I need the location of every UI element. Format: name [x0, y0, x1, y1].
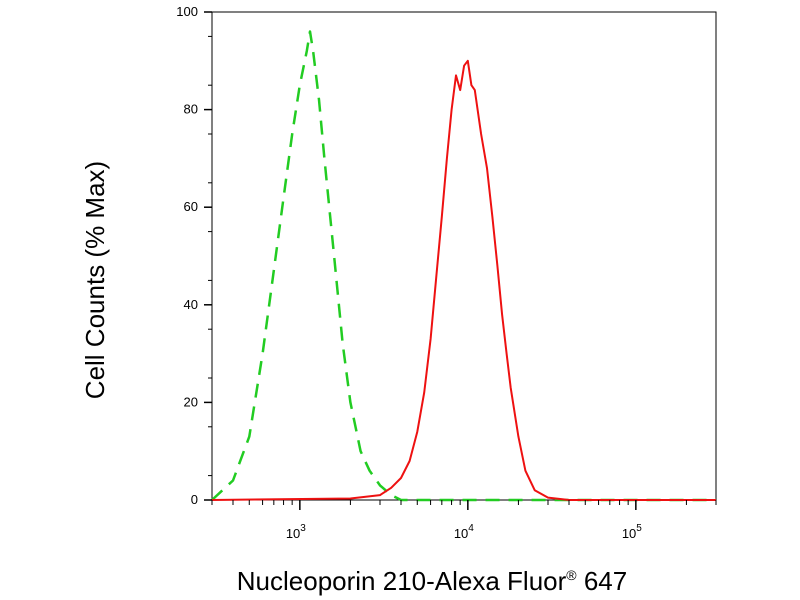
- y-axis-title: Cell Counts (% Max): [80, 161, 110, 399]
- x-tick-label: 105: [622, 523, 642, 541]
- x-axis-title-suffix: 647: [577, 566, 628, 596]
- y-tick-label: 60: [184, 199, 198, 214]
- series-line-0: [211, 30, 716, 502]
- y-tick-label: 20: [184, 394, 198, 409]
- y-tick-label: 100: [176, 4, 198, 19]
- x-axis-title: Nucleoporin 210-Alexa Fluor® 647: [237, 566, 627, 596]
- plot-frame: [211, 11, 717, 501]
- y-tick-label: 80: [184, 102, 198, 117]
- x-tick-label: 103: [286, 523, 306, 541]
- series-line-1: [211, 59, 716, 501]
- y-tick-label: 40: [184, 297, 198, 312]
- y-tick-label: 0: [191, 492, 198, 507]
- x-tick-label: 104: [454, 523, 474, 541]
- x-axis-title-main: Nucleoporin 210-Alexa Fluor: [237, 566, 567, 596]
- x-axis-title-superscript: ®: [566, 567, 577, 583]
